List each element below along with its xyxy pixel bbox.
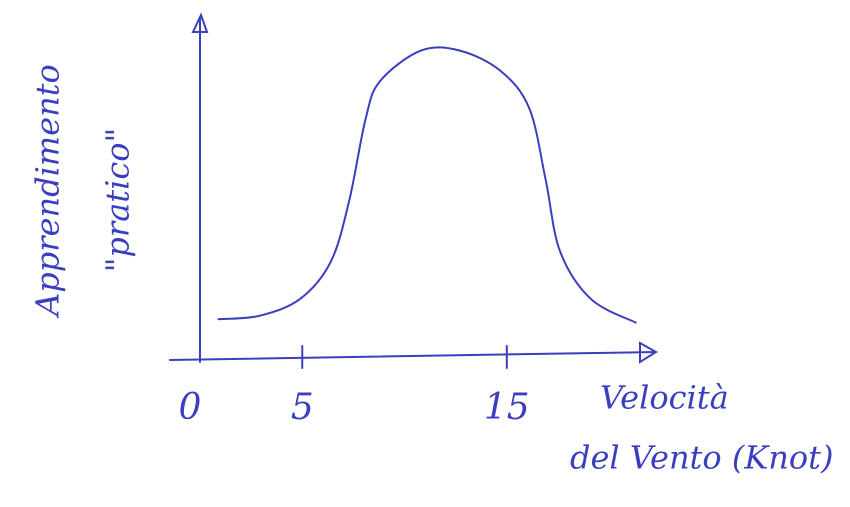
- y-label: "pratico": [99, 128, 137, 273]
- x-tick-label: 15: [484, 387, 530, 428]
- x-tick-label: 5: [291, 387, 314, 428]
- x-tick-label: 0: [179, 387, 202, 428]
- x-label: Velocità: [600, 379, 729, 417]
- x-label: del Vento (Knot): [570, 439, 833, 477]
- chart: Apprendimento "pratico" Velocità del Ven…: [0, 0, 850, 507]
- x-axis: [170, 343, 656, 362]
- y-axis: [193, 15, 207, 362]
- y-label: Apprendimento: [29, 64, 67, 319]
- line: [218, 47, 635, 322]
